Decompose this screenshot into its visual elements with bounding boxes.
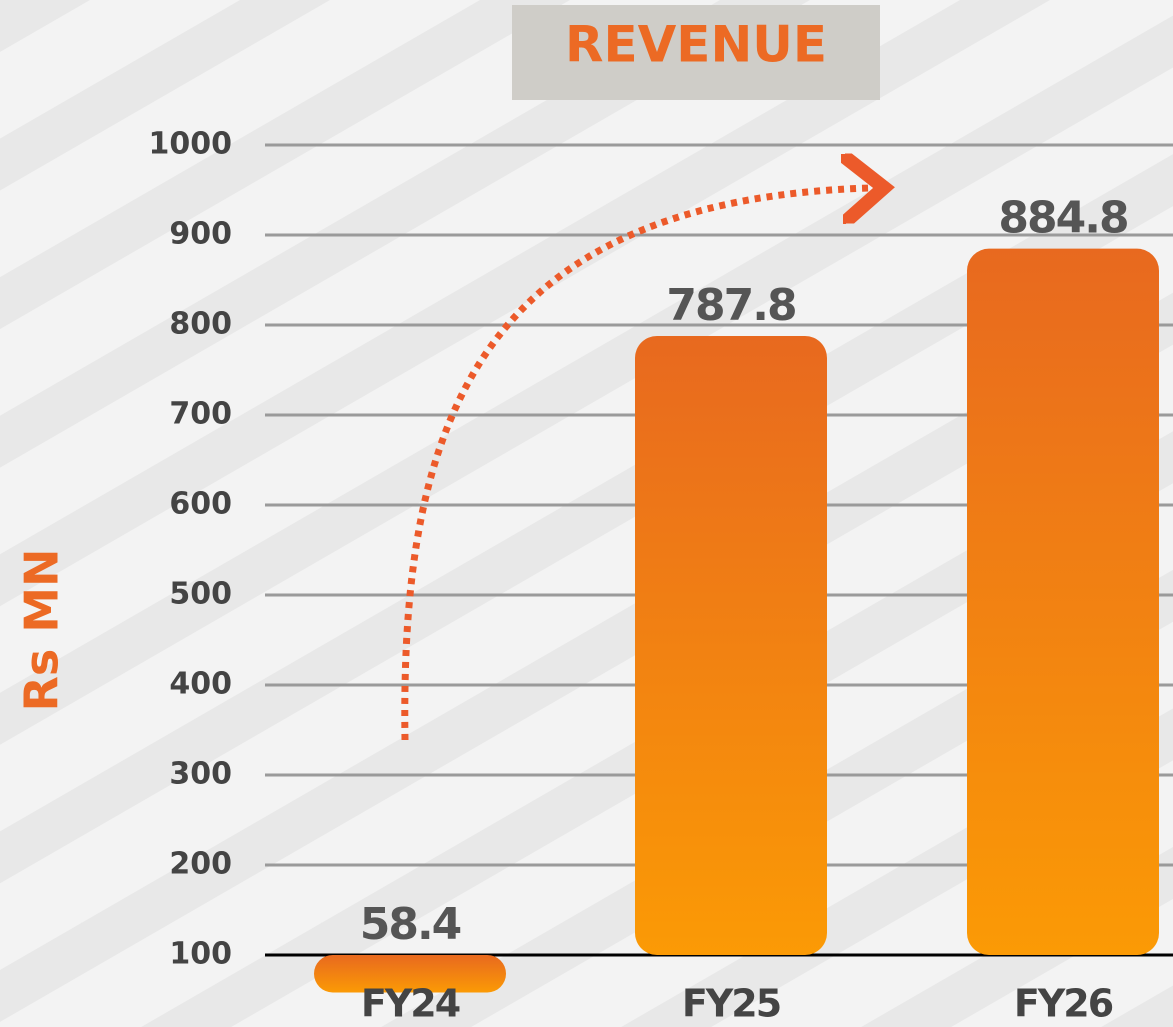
- y-tick-label: 700: [169, 397, 232, 432]
- y-tick-label: 300: [169, 757, 232, 792]
- y-axis-label: Rs MN: [15, 548, 69, 711]
- y-tick-label: 600: [169, 487, 232, 522]
- y-tick-label: 500: [169, 577, 232, 612]
- title-box: [512, 5, 880, 100]
- y-tick-label: 1000: [149, 127, 233, 162]
- bar: [635, 335, 827, 956]
- bar: [314, 955, 506, 993]
- x-tick-label: FY26: [1014, 982, 1113, 1026]
- value-label: 787.8: [666, 280, 795, 331]
- y-tick-label: 400: [169, 667, 232, 702]
- x-tick-label: FY25: [682, 982, 780, 1026]
- value-label: 884.8: [998, 193, 1127, 244]
- plot: 100 200 300 400 500 600 700 800 900 1000 58.4 FY24 7…: [149, 127, 1173, 1026]
- value-label: 58.4: [360, 899, 461, 950]
- y-tick-label: 900: [169, 217, 232, 252]
- y-tick-label: 200: [169, 847, 232, 882]
- y-tick-label: 100: [169, 937, 232, 972]
- chart-title: REVENUE: [565, 16, 827, 74]
- y-tick-label: 800: [169, 307, 232, 342]
- bar: [967, 248, 1159, 955]
- growth-arrow: [401, 188, 870, 741]
- x-tick-label: FY24: [361, 982, 460, 1026]
